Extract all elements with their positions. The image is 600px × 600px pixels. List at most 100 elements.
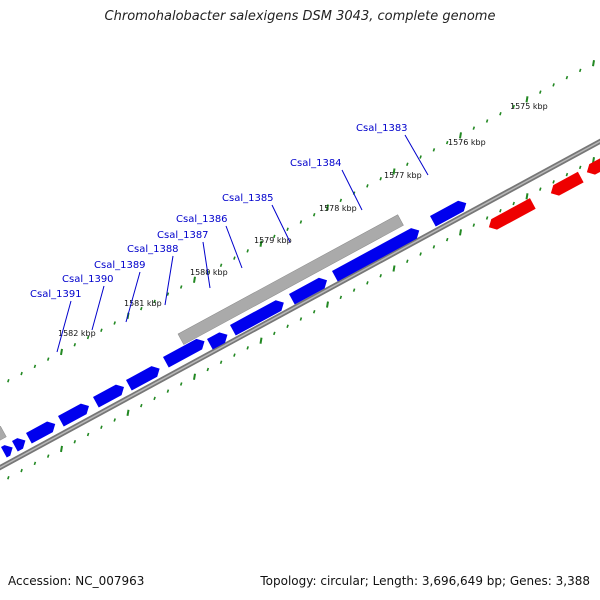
gene-label[interactable]: Csal_1391 (30, 289, 82, 300)
inner-tick (512, 201, 515, 206)
ruler-tick (565, 75, 569, 80)
inner-tick (552, 180, 555, 184)
ruler-label: 1582 kbp (58, 329, 96, 338)
inner-tick (273, 331, 276, 336)
ruler-tick (552, 83, 555, 87)
gene-block-forward (1, 445, 13, 458)
ruler-tick (113, 321, 116, 325)
inner-tick (33, 461, 37, 466)
ruler-tick (193, 276, 196, 283)
inner-tick (60, 445, 63, 453)
gene-label[interactable]: Csal_1386 (176, 214, 228, 225)
inner-tick (206, 367, 210, 372)
gene-leader-line (404, 134, 429, 176)
ruler-tick (86, 335, 90, 340)
gene-leader-line (164, 255, 174, 306)
gene-leader-line (56, 300, 72, 353)
inner-tick (578, 165, 582, 170)
gene-block-forward (332, 228, 420, 282)
backbone-inner (0, 140, 600, 469)
ruler-tick (140, 306, 143, 311)
ruler-label: 1581 kbp (124, 299, 162, 308)
gene-block-forward (12, 438, 26, 452)
inner-tick (406, 259, 409, 264)
map-title: Chromohalobacter salexigens DSM 3043, co… (104, 9, 496, 24)
inner-tick (379, 273, 382, 278)
gene-label[interactable]: Csal_1387 (157, 230, 209, 241)
inner-tick (472, 223, 476, 227)
gene-block-forward (126, 366, 160, 391)
gene-block-forward (163, 338, 205, 368)
ruler-tick (339, 198, 343, 203)
gene-block-reverse (488, 198, 536, 230)
ruler-tick (459, 132, 462, 139)
inner-tick (259, 337, 263, 344)
ruler-tick (20, 371, 23, 376)
inner-tick (233, 353, 236, 357)
ruler-label: 1580 kbp (190, 268, 228, 277)
inner-tick (153, 396, 156, 401)
inner-tick (485, 216, 489, 220)
inner-tick (219, 360, 223, 365)
ruler-tick (525, 96, 529, 103)
ruler-tick (366, 184, 369, 188)
gene-label[interactable]: Csal_1384 (290, 158, 342, 169)
inner-tick (46, 454, 50, 458)
inner-tick (339, 295, 343, 300)
ruler-tick (472, 126, 476, 130)
inner-tick (326, 301, 329, 308)
inner-tick (565, 172, 569, 177)
gene-label[interactable]: Csal_1385 (222, 193, 274, 204)
ruler-tick (299, 220, 303, 224)
ruler-tick (100, 328, 103, 333)
inner-tick (499, 208, 502, 213)
inner-tick (140, 403, 143, 408)
gene-leader-line (341, 169, 363, 211)
ruler-tick (273, 234, 276, 239)
inner-tick (179, 382, 183, 386)
ruler-tick (445, 140, 449, 145)
gene-block-reverse (586, 152, 600, 175)
gene-block-forward (93, 384, 124, 408)
ruler-tick (286, 227, 289, 231)
inner-tick (246, 346, 249, 350)
gene-block-forward (26, 421, 56, 444)
gene-block-forward (58, 403, 89, 427)
ruler-tick (592, 60, 595, 67)
ruler-tick (179, 285, 183, 289)
accession-text: Accession: NC_007963 (8, 574, 145, 588)
inner-tick (286, 324, 289, 328)
ruler-label: 1575 kbp (510, 102, 548, 111)
inner-tick (539, 187, 542, 191)
gene-leader-line (125, 271, 141, 323)
genome-summary-text: Topology: circular; Length: 3,696,649 bp… (260, 574, 590, 588)
gene-leader-line (91, 285, 105, 331)
gene-label[interactable]: Csal_1383 (356, 123, 408, 134)
ruler-tick (326, 204, 329, 211)
gene-block-other (0, 425, 7, 443)
ruler-tick (485, 119, 489, 123)
ruler-tick (60, 348, 63, 356)
ruler-tick (259, 240, 263, 247)
gene-label[interactable]: Csal_1389 (94, 260, 146, 271)
ruler-label: 1576 kbp (448, 138, 486, 147)
ruler-tick (246, 249, 249, 253)
ruler-tick (33, 364, 37, 369)
gene-block-reverse (550, 171, 584, 196)
gene-features (0, 152, 600, 458)
ruler-tick (379, 176, 382, 181)
ruler-label: 1578 kbp (319, 204, 357, 213)
ruler-labels: 1575 kbp 1576 kbp 1577 kbp 1578 kbp 1579 kbp… (58, 102, 548, 338)
inner-tick (86, 432, 90, 437)
gene-label[interactable]: Csal_1388 (127, 244, 179, 255)
inner-tick (419, 252, 422, 256)
ruler-tick (512, 104, 515, 109)
gene-leader-line (271, 204, 291, 243)
inner-tick (73, 439, 77, 444)
ruler-label: 1577 kbp (384, 171, 422, 180)
gene-label[interactable]: Csal_1390 (62, 274, 114, 285)
ruler-tick (578, 68, 582, 73)
ruler-tick (233, 256, 236, 260)
inner-tick (20, 468, 23, 473)
